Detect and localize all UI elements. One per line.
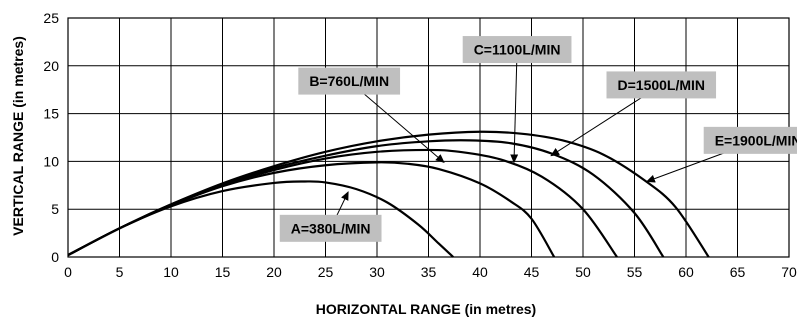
callout-box — [279, 214, 382, 242]
x-tick-label: 25 — [318, 264, 334, 280]
y-tick-label: 0 — [51, 249, 59, 265]
y-tick-label: 5 — [51, 201, 59, 217]
callout-label: A=380L/MIN — [279, 214, 382, 242]
x-tick-label: 70 — [781, 264, 797, 280]
y-axis-title: VERTICAL RANGE (in metres) — [10, 36, 26, 236]
x-tick-label: 35 — [421, 264, 437, 280]
y-tick-label: 25 — [43, 10, 59, 26]
callout-text: A=380L/MIN — [291, 220, 371, 236]
callout-text: D=1500L/MIN — [618, 77, 706, 93]
callout-box — [462, 36, 572, 64]
callout-box — [703, 126, 797, 154]
callout-text: C=1100L/MIN — [474, 42, 561, 58]
x-tick-label: 55 — [627, 264, 643, 280]
series-lines — [67, 130, 710, 258]
x-tick-label: 40 — [472, 264, 488, 280]
x-tick-label: 5 — [116, 264, 124, 280]
y-tick-labels: 0 5 10 15 20 25 — [43, 10, 59, 265]
callouts: A=380L/MIN B=760L/MIN C=1100L/MIN D=1500L/M… — [279, 36, 797, 242]
x-tick-label: 15 — [215, 264, 231, 280]
grid — [67, 17, 790, 258]
series-line-e — [67, 130, 710, 258]
callout-arrow — [348, 80, 445, 164]
callout-label: D=1500L/MIN — [606, 71, 717, 99]
y-tick-label: 10 — [43, 153, 59, 169]
callout-label: E=1900L/MIN — [703, 126, 797, 154]
callout-box — [606, 71, 717, 99]
y-tick-label: 15 — [43, 106, 59, 122]
series-line-a — [67, 180, 454, 258]
x-tick-labels: 0 5 10 15 20 25 30 35 40 45 50 55 60 65 70 — [64, 264, 797, 280]
x-tick-label: 0 — [64, 264, 72, 280]
callout-text: E=1900L/MIN — [715, 132, 797, 148]
callout-arrow — [510, 49, 519, 164]
y-tick-label: 20 — [43, 58, 59, 74]
x-tick-label: 65 — [730, 264, 746, 280]
x-tick-label: 60 — [678, 264, 694, 280]
x-tick-label: 45 — [524, 264, 540, 280]
callout-text: B=760L/MIN — [309, 73, 389, 89]
x-tick-label: 50 — [575, 264, 591, 280]
x-axis-title: HORIZONTAL RANGE (in metres) — [316, 301, 536, 317]
callout-box — [298, 67, 401, 95]
x-tick-label: 30 — [369, 264, 385, 280]
x-tick-label: 20 — [266, 264, 282, 280]
callout-label: C=1100L/MIN — [462, 36, 572, 64]
callout-label: B=760L/MIN — [298, 67, 401, 95]
x-tick-label: 10 — [163, 264, 179, 280]
